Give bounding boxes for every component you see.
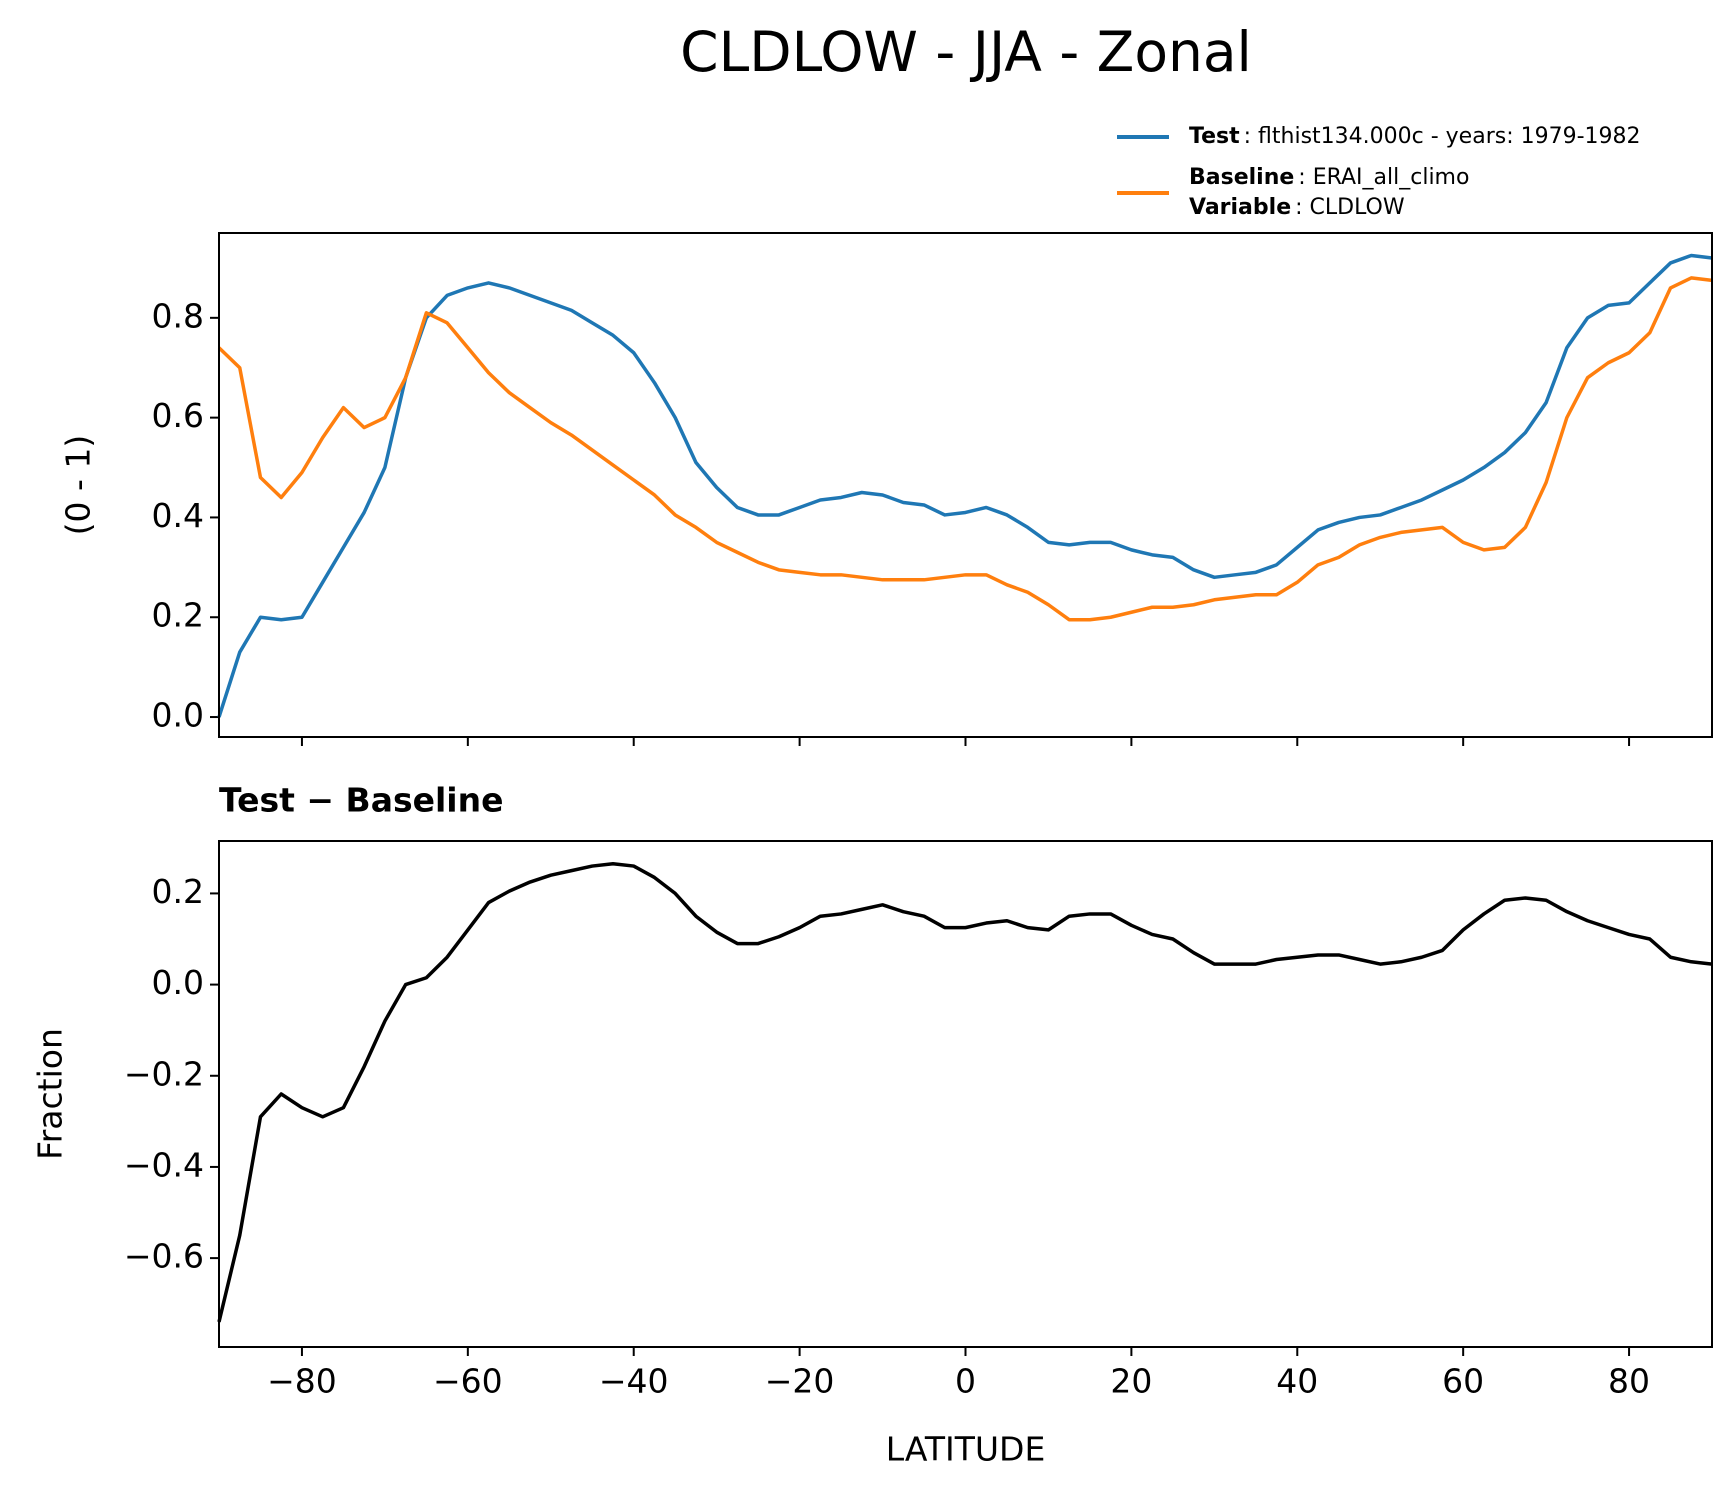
legend-name: Test	[1189, 124, 1240, 149]
axes-frame	[218, 232, 1713, 738]
legend-name: Variable	[1189, 195, 1291, 220]
y-tick-label: −0.2	[124, 1054, 204, 1093]
legend-description: : CLDLOW	[1295, 195, 1405, 220]
data-line	[217, 862, 1713, 1323]
y-axis-label: (0 - 1)	[59, 435, 98, 536]
y-tick-label: 0.4	[152, 496, 204, 535]
x-tick-label: 20	[1110, 1362, 1152, 1401]
x-tick-label: 60	[1442, 1362, 1484, 1401]
y-tick-label: −0.6	[124, 1237, 204, 1276]
axes-title: Test − Baseline	[219, 781, 504, 820]
x-tick-label: −60	[433, 1362, 503, 1401]
y-tick-label: 0.0	[152, 963, 204, 1002]
legend-description: : flthist134.000c - years: 1979-1982	[1244, 124, 1641, 149]
y-tick-label: 0.2	[152, 596, 204, 635]
x-tick-label: 80	[1608, 1362, 1650, 1401]
x-axis-label: LATITUDE	[886, 1430, 1046, 1469]
x-tick-label: 40	[1276, 1362, 1318, 1401]
data-line	[217, 276, 1713, 622]
x-tick-label: 0	[955, 1362, 976, 1401]
legend-description: : ERAI_all_climo	[1298, 165, 1469, 190]
y-axis-label: Fraction	[31, 1028, 70, 1160]
legend-name: Baseline	[1189, 165, 1294, 190]
x-tick-label: −40	[599, 1362, 669, 1401]
data-line	[217, 253, 1713, 718]
y-tick-label: 0.0	[152, 696, 204, 735]
legend-label: Variable: CLDLOW	[1189, 195, 1405, 220]
legend-label: Test: flthist134.000c - years: 1979-1982	[1189, 124, 1641, 149]
x-tick-label: −20	[765, 1362, 835, 1401]
axes-frame	[218, 840, 1713, 1348]
y-tick-label: 0.2	[152, 872, 204, 911]
figure-title: CLDLOW - JJA - Zonal	[680, 20, 1252, 84]
legend-label: Baseline: ERAI_all_climo	[1189, 165, 1469, 190]
x-tick-label: −80	[267, 1362, 337, 1401]
y-tick-label: 0.6	[152, 396, 204, 435]
y-tick-label: −0.4	[124, 1145, 204, 1184]
y-tick-label: 0.8	[152, 296, 204, 335]
